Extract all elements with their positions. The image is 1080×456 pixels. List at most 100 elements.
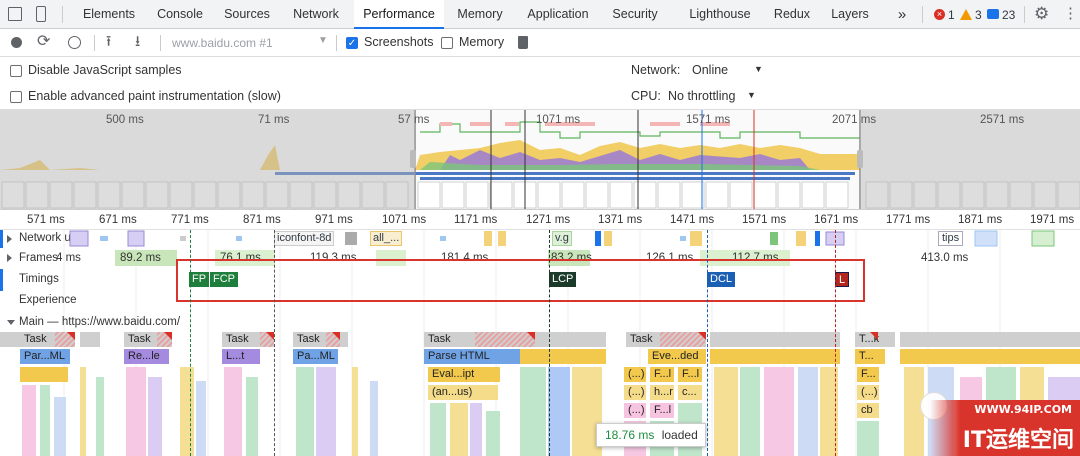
overview-tick: 1571 ms bbox=[686, 114, 731, 126]
advanced-paint-checkbox[interactable] bbox=[10, 91, 22, 103]
overview-left-handle[interactable] bbox=[410, 150, 416, 168]
function-call-bar[interactable]: F...l bbox=[650, 367, 674, 382]
experience-track-label: Experience bbox=[19, 294, 77, 306]
function-bar[interactable]: (...) bbox=[624, 367, 646, 382]
frame-bar[interactable] bbox=[215, 250, 275, 266]
save-profile-icon[interactable]: ⭳ bbox=[135, 33, 141, 50]
tab-layers[interactable]: Layers bbox=[831, 7, 869, 21]
cpu-throttle-select[interactable]: No throttling bbox=[668, 89, 736, 103]
function-bar[interactable]: h...r bbox=[650, 385, 674, 400]
function-call-bar[interactable]: F...l bbox=[678, 367, 702, 382]
chevron-down-icon[interactable]: ▼ bbox=[754, 64, 763, 74]
anonymous-bar[interactable]: (an...us) bbox=[428, 385, 498, 400]
tab-elements[interactable]: Elements bbox=[82, 7, 136, 21]
record-icon[interactable] bbox=[11, 37, 22, 48]
expand-triangle-icon[interactable] bbox=[7, 254, 12, 262]
function-bar[interactable]: (...) bbox=[857, 385, 879, 400]
more-tabs-button[interactable]: » bbox=[897, 6, 907, 23]
network-request-label[interactable]: tips bbox=[938, 231, 964, 246]
collapse-triangle-icon[interactable] bbox=[7, 320, 15, 325]
parse-html-bar[interactable]: Parse HTML bbox=[424, 349, 520, 364]
frame-duration: 126.1 ms bbox=[646, 252, 694, 264]
time-ruler: 571 ms 671 ms 771 ms 871 ms 971 ms 1071 … bbox=[0, 210, 1080, 230]
tab-memory[interactable]: Memory bbox=[457, 7, 503, 21]
chevron-down-icon[interactable]: ▼ bbox=[318, 35, 328, 46]
function-call-bar[interactable]: F... bbox=[857, 367, 879, 382]
frame-bar[interactable] bbox=[700, 250, 790, 266]
expand-triangle-icon[interactable] bbox=[7, 235, 12, 243]
profile-select[interactable]: www.baidu.com #1 bbox=[172, 36, 273, 50]
tab-sources[interactable]: Sources bbox=[224, 7, 270, 21]
overview-tick: 71 ms bbox=[258, 114, 290, 126]
message-count[interactable]: 23 bbox=[1002, 8, 1016, 22]
disable-js-samples-checkbox[interactable] bbox=[10, 65, 22, 77]
device-toolbar-icon[interactable] bbox=[36, 6, 46, 22]
script-bar[interactable]: T... bbox=[855, 349, 885, 364]
task-bar[interactable] bbox=[80, 332, 100, 347]
chevron-down-icon[interactable]: ▼ bbox=[747, 90, 756, 100]
function-bar[interactable]: (...) bbox=[624, 385, 646, 400]
script-bar[interactable] bbox=[520, 349, 606, 364]
network-request-label[interactable]: all_... bbox=[370, 231, 403, 246]
script-bar[interactable] bbox=[710, 349, 840, 364]
tab-console[interactable]: Console bbox=[157, 7, 203, 21]
timing-marker-dcl[interactable]: DCL bbox=[707, 272, 736, 287]
message-icon[interactable] bbox=[987, 9, 999, 19]
network-throttle-select[interactable]: Online bbox=[692, 63, 729, 77]
eval-script-bar[interactable]: Eval...ipt bbox=[428, 367, 500, 382]
frame-bar[interactable] bbox=[548, 250, 590, 266]
network-request-label[interactable]: iconfont-8d bbox=[274, 231, 335, 246]
warning-count[interactable]: 3 bbox=[975, 8, 982, 22]
more-options-icon[interactable]: ⋮ bbox=[1063, 5, 1078, 22]
recalc-style-bar[interactable]: Re...le bbox=[124, 349, 169, 364]
screenshots-checkbox[interactable]: ✓ bbox=[346, 37, 358, 49]
task-bar[interactable] bbox=[900, 332, 1080, 347]
callback-bar[interactable]: cb bbox=[857, 403, 879, 418]
function-call-bar[interactable]: F...l bbox=[650, 403, 674, 418]
overview-right-handle[interactable] bbox=[857, 150, 863, 168]
tab-performance[interactable]: Performance bbox=[354, 0, 444, 29]
script-bar[interactable] bbox=[900, 349, 1080, 364]
collect-garbage-icon[interactable] bbox=[518, 36, 528, 49]
tab-redux[interactable]: Redux bbox=[773, 7, 811, 21]
event-bar[interactable]: Eve...ded bbox=[648, 349, 706, 364]
network-track-label: Network u... bbox=[19, 232, 81, 244]
frame-bar[interactable] bbox=[376, 250, 406, 266]
main-track-header[interactable]: Main — https://www.baidu.com/ bbox=[0, 314, 1080, 332]
overview-tick: 1071 ms bbox=[536, 114, 581, 126]
inspect-element-icon[interactable] bbox=[8, 7, 22, 21]
frame-bar[interactable] bbox=[115, 250, 177, 266]
reload-record-icon[interactable]: ⟳ bbox=[37, 33, 51, 50]
load-profile-icon[interactable]: ⭱ bbox=[106, 33, 112, 50]
memory-checkbox[interactable] bbox=[441, 37, 453, 49]
script-bar[interactable] bbox=[20, 367, 68, 382]
settings-gear-icon[interactable]: ⚙ bbox=[1034, 4, 1050, 23]
tab-lighthouse[interactable]: Lighthouse bbox=[689, 7, 751, 21]
warning-icon[interactable] bbox=[960, 9, 972, 20]
cpu-activity-chart bbox=[0, 110, 1080, 209]
tab-application[interactable]: Application bbox=[527, 7, 589, 21]
ruler-tick: 1071 ms bbox=[382, 214, 427, 226]
main-flame-chart[interactable]: Task Task Task Task Task Task T...k Par bbox=[0, 332, 1080, 456]
layout-bar[interactable]: L...t bbox=[222, 349, 260, 364]
tab-security[interactable]: Security bbox=[612, 7, 658, 21]
frames-track[interactable]: Frames 4 ms 89.2 ms 76.1 ms 119.3 ms 181… bbox=[0, 249, 1080, 269]
timing-marker-fcp[interactable]: FCP bbox=[210, 272, 238, 287]
task-bar[interactable] bbox=[536, 332, 606, 347]
tab-network[interactable]: Network bbox=[293, 7, 339, 21]
ruler-tick: 1671 ms bbox=[814, 214, 859, 226]
error-icon[interactable]: × bbox=[934, 9, 945, 20]
task-bar[interactable] bbox=[710, 332, 840, 347]
network-track[interactable]: Network u... iconfont-8d all_... v.g bbox=[0, 230, 1080, 248]
clear-icon[interactable] bbox=[68, 36, 81, 49]
parse-html-bar[interactable]: Par...ML bbox=[20, 349, 70, 364]
function-bar[interactable]: c... bbox=[678, 385, 702, 400]
timing-marker-lcp[interactable]: LCP bbox=[549, 272, 577, 287]
function-bar[interactable]: (...) bbox=[624, 403, 646, 418]
parse-html-bar[interactable]: Pa...ML bbox=[293, 349, 338, 364]
timeline-overview[interactable]: 500 ms 71 ms 57 ms 1071 ms 1571 ms 2071 … bbox=[0, 110, 1080, 210]
network-request-label[interactable]: v.g bbox=[552, 231, 572, 246]
experience-track[interactable]: Experience bbox=[0, 291, 1080, 312]
error-count[interactable]: 1 bbox=[948, 8, 955, 22]
timing-marker-fp[interactable]: FP bbox=[189, 272, 210, 287]
